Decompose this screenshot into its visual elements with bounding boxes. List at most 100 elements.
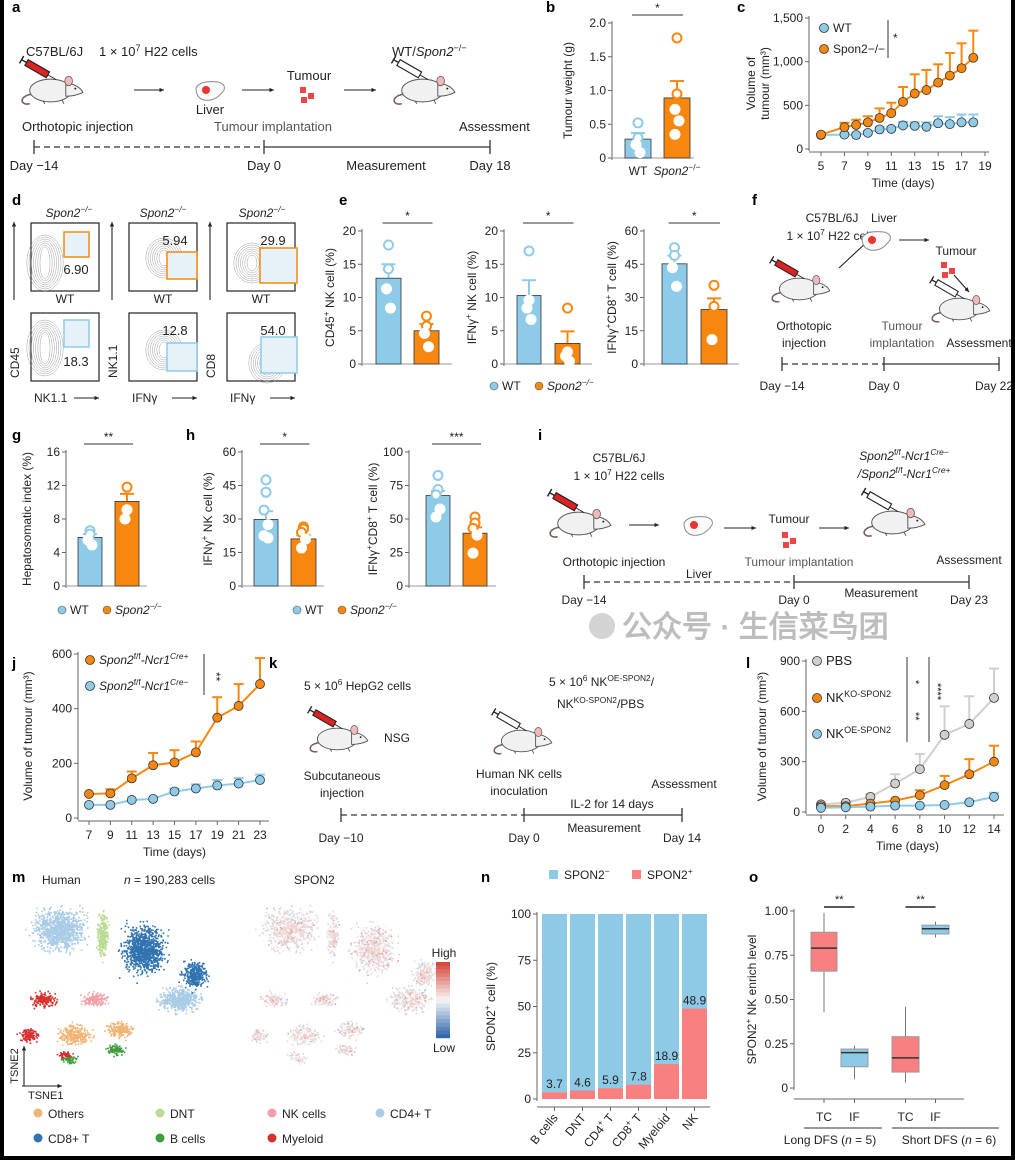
legend-marker [155,1133,165,1143]
data-point [944,70,955,81]
tumour-label: Tumour [936,244,977,258]
y-tick-label: 500 [783,98,803,112]
x-tick-label: 9 [865,159,872,173]
y-tick-label: 0.75 [765,948,789,962]
liver-icon [683,516,713,536]
axis-arrow-icon [207,222,213,300]
day-label: Day −10 [318,831,363,845]
flow-x-axis-label: NK1.1 [34,391,68,405]
y-tick-label: 50 [518,1000,532,1014]
y-tick-label: 0 [65,811,72,825]
axis-arrow-icon [22,1083,62,1089]
step-label: implantation [870,336,935,350]
bar-spon2-positive [682,1008,707,1099]
y-tick-label: 15 [625,324,639,338]
data-point [886,108,897,119]
watermark: 公众号 · 生信菜鸟团 [622,611,889,644]
legend-marker [85,681,95,691]
day-label: Day −14 [759,379,804,393]
data-point [262,532,274,544]
donor-mouse-icon [307,705,369,753]
day-label: Day 23 [950,593,988,607]
data-point [632,117,644,129]
y-tick-label: 0 [781,1081,788,1095]
wt-title: WT [154,292,173,306]
y-tick-label: 0 [599,151,606,165]
colorbar-segment [436,1011,450,1016]
data-point [862,127,873,138]
series-1 [84,773,265,810]
data-point [964,719,975,729]
y-tick-label: 0 [491,357,498,371]
data-point [190,783,201,794]
legend: WT Spon2−/− [489,377,594,393]
x-tick-label: 19 [211,828,225,842]
x-tick-label: 7 [841,159,848,173]
y-tick-label: 15 [223,546,237,560]
data-point [212,780,223,791]
x-axis-label: Time (days) [872,176,935,190]
legend-label: CD4+ T [390,1107,432,1121]
y-tick-label: 100 [383,445,403,459]
box-IF [921,921,950,938]
significance-stars: * [893,31,898,45]
day-label: Day 0 [247,158,281,173]
colorbar-segment [436,981,450,985]
colorbar-segment [436,1019,450,1023]
data-point [634,147,646,159]
legend-label-ko: Spon2−/− [547,377,594,393]
colorbar-segment [436,977,450,982]
y-axis-label: Volume of [744,56,758,110]
measurement-label: Measurement [844,586,918,600]
x-tick-label: 11 [885,159,898,173]
day-label: Day −14 [10,158,59,173]
data-point [667,262,678,274]
chart-l: 0 300 600 900 Volume of tumour (mm³) 0 2 4 6 8 10 1… [755,653,1004,853]
legend-marker [375,1108,385,1118]
box [810,931,838,972]
value-label: 4.6 [574,1075,591,1089]
colorbar-low-label: Low [433,1041,455,1055]
colorbar-segment [436,1003,450,1008]
arrow-icon [344,87,376,93]
bar-wt [253,519,279,587]
box-TC [891,1006,920,1083]
y-tick-label: 20 [343,224,357,238]
step-label: inoculation [490,784,547,798]
y-tick-label: 600 [780,704,800,718]
colorbar-segment [436,984,450,989]
box [921,924,950,935]
data-point [84,789,94,799]
value-label: 18.9 [655,1049,679,1063]
donor-mouse-icon [546,488,612,538]
gate [259,247,298,284]
data-point [989,792,999,802]
y-tick-label: 300 [780,755,800,769]
y-tick-label: 0 [793,805,800,819]
colorbar-segment [436,1034,450,1039]
axis-arrow-icon [11,222,17,300]
tsne-axis-label: TSNE1 [28,1090,63,1102]
data-point [233,778,244,789]
chart-h1: 0 15 30 45 60 IFNγ+ NK cell (%) * [199,430,324,593]
data-point [121,481,133,493]
data-point [939,729,950,740]
axis-arrow-icon [21,1046,27,1086]
tsne-cluster-others [56,1020,135,1046]
y-tick-label: 15 [485,257,499,271]
panel-letter-n: n [481,869,490,886]
liver-label: Liver [871,211,897,225]
legend-label: NKKO-SPON2 [826,689,891,705]
panel-letter-c: c [737,0,745,16]
colorbar-segment [436,988,450,993]
syringe-icon [18,55,57,81]
step-label: Assessment [936,553,1002,567]
data-point [921,121,932,132]
y-axis-label: Hepatosomatic index (%) [20,452,34,586]
tsne-axis-label: TSNE2 [9,1048,21,1083]
bar-spon2-positive [654,1064,679,1099]
y-tick-label: 75 [518,953,532,967]
ko-title: Spon2−/− [140,204,187,220]
data-point [258,504,270,516]
panel-letter-f: f [752,192,758,209]
